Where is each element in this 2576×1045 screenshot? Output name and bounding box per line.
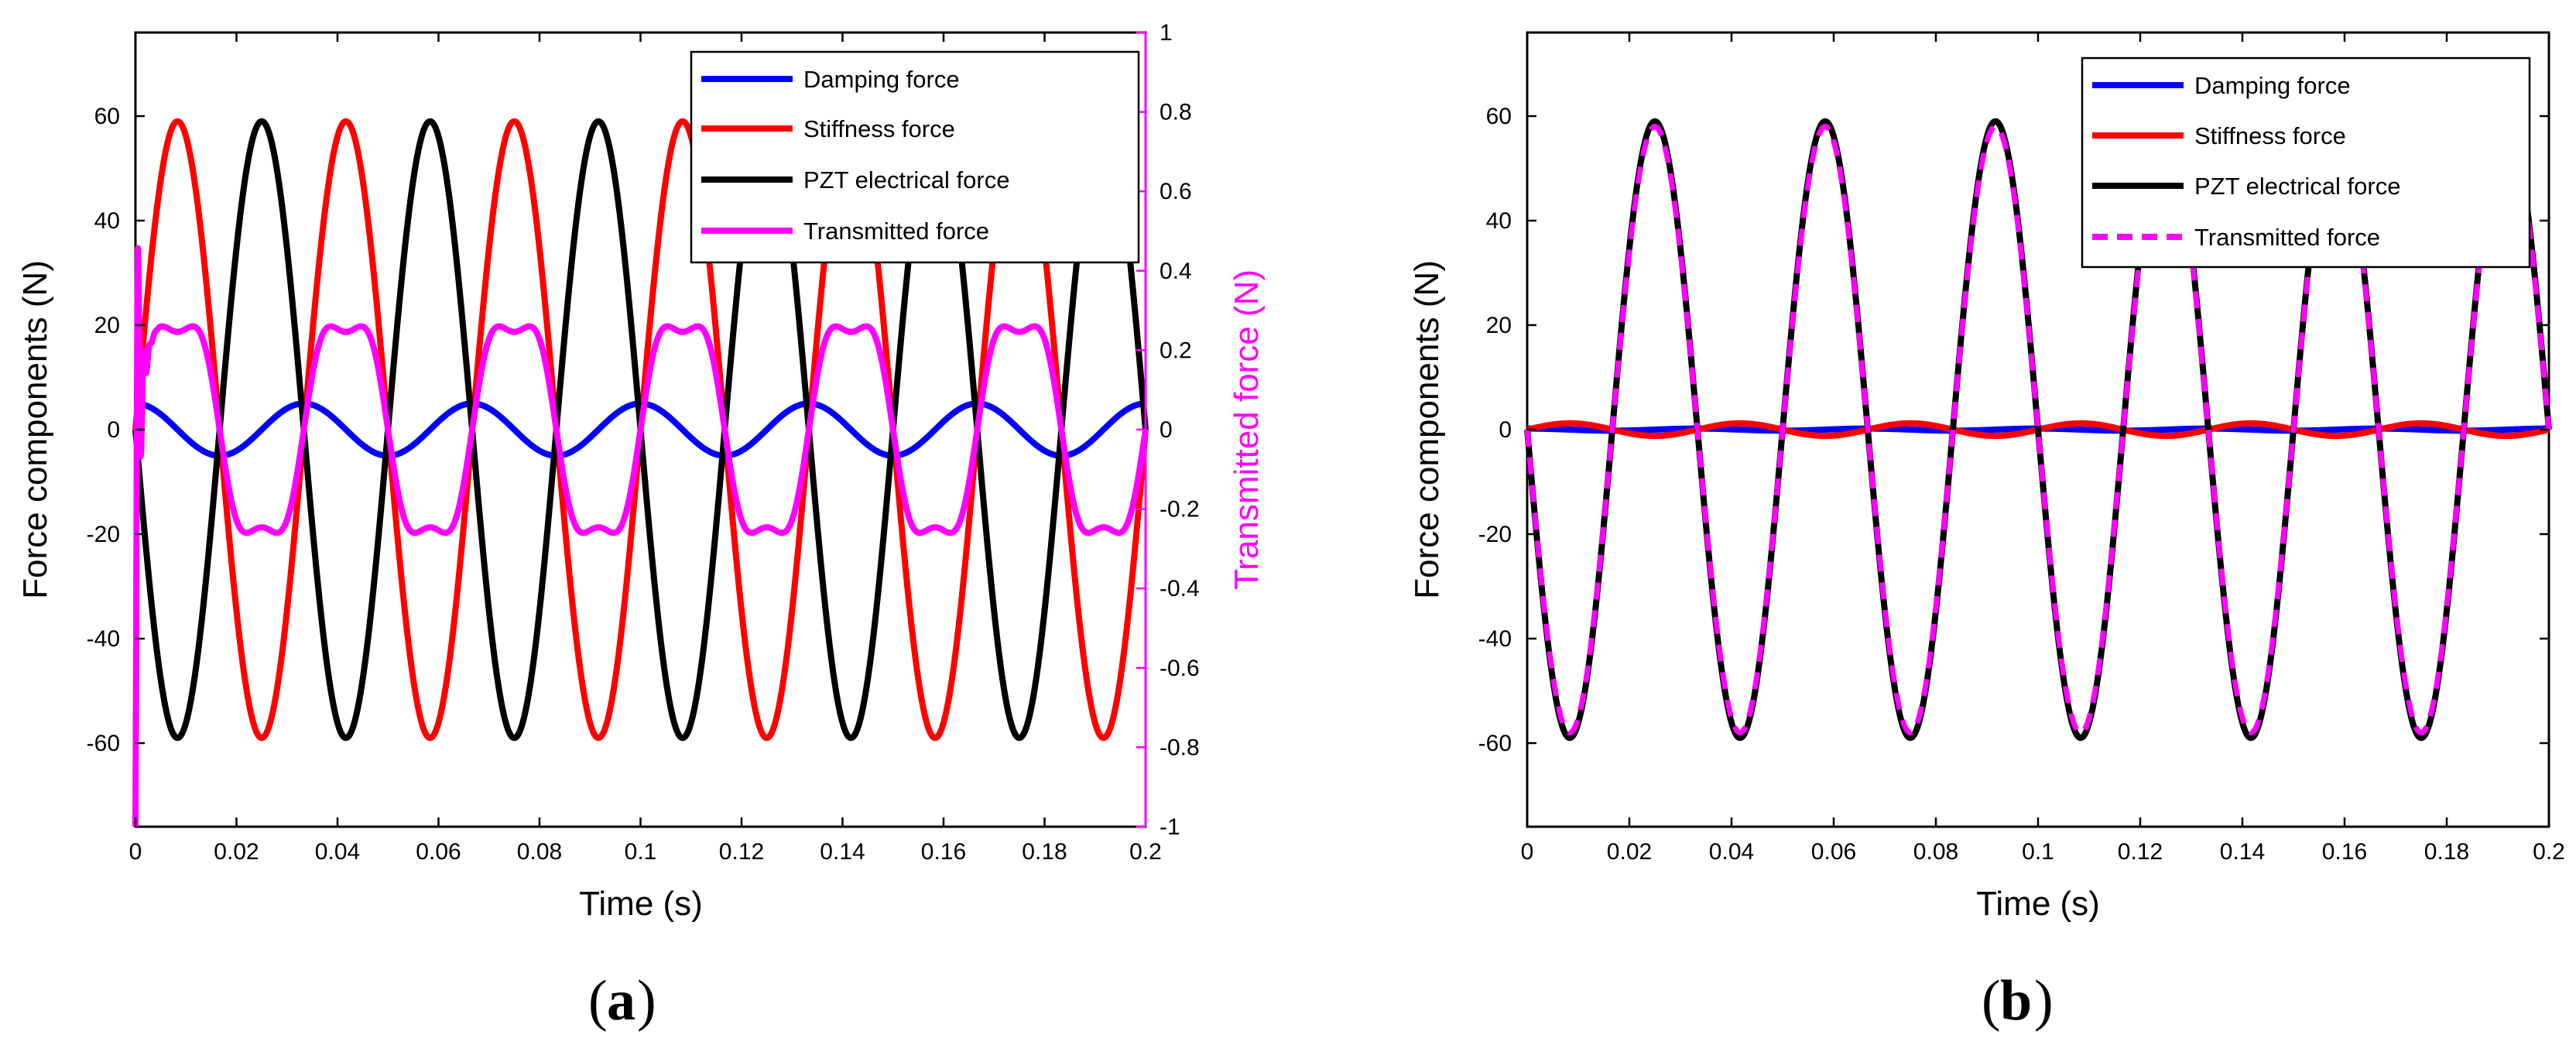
y2-tick-label: -0.4 — [1160, 576, 1200, 601]
caption-close-b: ) — [2034, 969, 2054, 1033]
x-tick-label: 0 — [129, 839, 142, 865]
x-tick-label: 0.04 — [315, 839, 360, 865]
y-tick-label: -20 — [1478, 522, 1512, 547]
series-line-transmitted-a — [132, 245, 1149, 827]
x-tick-label: 0.04 — [1709, 839, 1754, 865]
y2-tick-label: -1 — [1160, 814, 1180, 840]
caption-letter-a: a — [607, 969, 635, 1033]
caption-b: ( b ) — [1982, 969, 2054, 1033]
series-line-transmitted-b — [1524, 124, 2552, 735]
y2-tick-label: 0 — [1160, 417, 1173, 443]
y-tick-label: -40 — [87, 626, 120, 652]
caption-a: ( a ) — [588, 969, 656, 1033]
x-axis-label-a: Time (s) — [579, 885, 703, 923]
legend-a: Damping force Stiffness force PZT electr… — [690, 50, 1140, 264]
y-tick-label: 60 — [1486, 104, 1512, 129]
x-tick-label: 0.12 — [719, 839, 764, 865]
y2-tick-label: -0.8 — [1160, 735, 1200, 760]
y-tick-label: 0 — [1499, 417, 1512, 443]
series-group-b — [1524, 118, 2552, 742]
legend-label-transmitted-b: Transmitted force — [2194, 224, 2380, 251]
y-tick-label: 0 — [107, 417, 120, 443]
y-ticks-b: -60 -40 -20 0 20 40 60 — [1478, 104, 2549, 756]
y-tick-label: 60 — [94, 104, 120, 129]
legend-b: Damping force Stiffness force PZT electr… — [2081, 57, 2531, 269]
y2-tick-label: 0.4 — [1160, 259, 1192, 284]
x-tick-label: 0.06 — [1811, 839, 1856, 865]
x-tick-label: 0.18 — [1022, 839, 1067, 865]
legend-label-pzt-a: PZT electrical force — [803, 166, 1009, 194]
chart-panel-b: 0 0.02 0.04 0.06 0.08 0.1 0.12 0.14 0.16 0.18 0.2 … — [1408, 31, 2565, 1033]
caption-open-a: ( — [588, 969, 608, 1033]
legend-label-damping-a: Damping force — [803, 66, 960, 93]
x-tick-label: 0.02 — [214, 839, 259, 865]
x-tick-label: 0.02 — [1607, 839, 1652, 865]
x-tick-label: 0.1 — [2022, 839, 2054, 865]
chart-panel-a: 0 0.02 0.04 0.06 0.08 0.1 0.12 0.14 0.16 0.18 0.2 … — [16, 20, 1266, 1033]
legend-label-pzt-b: PZT electrical force — [2194, 173, 2400, 200]
y-ticks-a: -60 -40 -20 0 20 40 60 — [87, 104, 145, 756]
y-axis-label-b: Force components (N) — [1408, 260, 1446, 599]
legend-label-stiffness-b: Stiffness force — [2194, 122, 2346, 149]
x-tick-label: 0.18 — [2424, 839, 2469, 865]
x-tick-label: 0 — [1521, 839, 1534, 865]
legend-box-a — [690, 50, 1140, 264]
legend-label-stiffness-a: Stiffness force — [803, 115, 955, 142]
y-tick-label: -60 — [87, 731, 120, 756]
y2-tick-label: -0.2 — [1160, 497, 1200, 522]
y2-tick-label: -0.6 — [1160, 656, 1200, 681]
x-tick-label: 0.08 — [517, 839, 562, 865]
x-tick-label: 0.2 — [2533, 839, 2565, 865]
series-group-a — [132, 118, 1149, 827]
x-tick-label: 0.06 — [416, 839, 461, 865]
y-tick-label: 20 — [94, 313, 120, 338]
caption-close-a: ) — [637, 969, 656, 1033]
x-tick-label: 0.08 — [1913, 839, 1958, 865]
y2-tick-label: 0.6 — [1160, 179, 1192, 204]
caption-letter-b: b — [2000, 969, 2032, 1033]
x-tick-label: 0.16 — [2322, 839, 2367, 865]
y-tick-label: -20 — [87, 522, 120, 547]
y2-tick-label: 0.2 — [1160, 337, 1192, 363]
y-tick-label: 40 — [94, 208, 120, 234]
legend-box-b — [2081, 57, 2531, 269]
y2-tick-label: 1 — [1160, 20, 1173, 46]
caption-open-b: ( — [1982, 969, 2001, 1033]
x-tick-label: 0.14 — [820, 839, 865, 865]
y-tick-label: 20 — [1486, 313, 1512, 338]
legend-label-transmitted-a: Transmitted force — [803, 218, 989, 245]
x-ticks-a: 0 0.02 0.04 0.06 0.08 0.1 0.12 0.14 0.16 0.18 0.2 — [129, 33, 1162, 865]
x-tick-label: 0.2 — [1129, 839, 1162, 865]
y2-tick-label: 0.8 — [1160, 100, 1192, 125]
legend-label-damping-b: Damping force — [2194, 72, 2351, 99]
y-axis-label-a: Force components (N) — [16, 260, 54, 599]
y-tick-label: -60 — [1478, 731, 1512, 756]
x-tick-label: 0.1 — [625, 839, 657, 865]
y-tick-label: -40 — [1478, 626, 1512, 652]
y2-axis-label-a: Transmitted force (N) — [1228, 269, 1266, 590]
y-tick-label: 40 — [1486, 208, 1512, 234]
x-tick-label: 0.12 — [2118, 839, 2163, 865]
x-tick-label: 0.14 — [2220, 839, 2265, 865]
y2-ticks-a: -1 -0.8 -0.6 -0.4 -0.2 0 0.2 0.4 0.6 0.8 1 — [1136, 20, 1200, 840]
x-ticks-b: 0 0.02 0.04 0.06 0.08 0.1 0.12 0.14 0.16 0.18 0.2 — [1521, 33, 2565, 865]
x-axis-label-b: Time (s) — [1976, 885, 2100, 923]
x-tick-label: 0.16 — [921, 839, 966, 865]
